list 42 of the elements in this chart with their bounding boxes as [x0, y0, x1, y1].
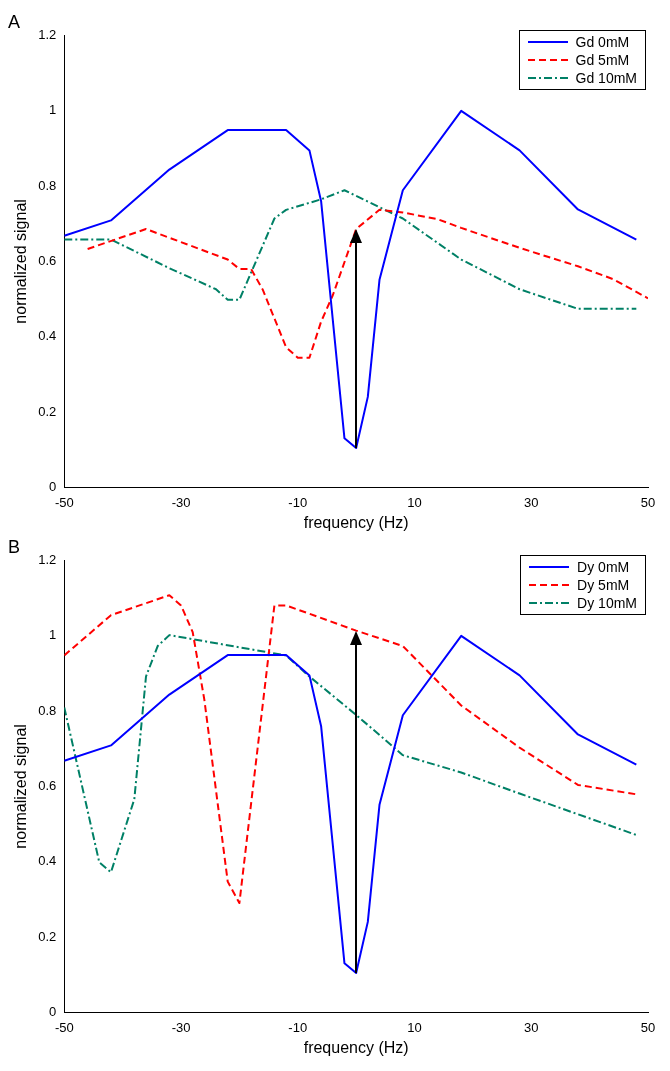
legend-label: Gd 0mM	[575, 32, 630, 51]
x-tick-label: 50	[640, 1019, 656, 1035]
y-tick-label: 0.8	[38, 702, 57, 718]
x-tick-label: 50	[640, 494, 656, 510]
legend-label: Dy 0mM	[577, 557, 630, 576]
legend-label: Dy 5mM	[577, 575, 630, 594]
line-series	[64, 189, 638, 310]
y-tick-label: 1	[49, 627, 57, 643]
line-series	[86, 208, 648, 359]
x-tick-label: -10	[288, 494, 308, 510]
chart-title: A	[8, 11, 21, 32]
x-tick-label: -50	[54, 494, 74, 510]
y-tick-label: 0.6	[38, 252, 57, 268]
y-tick-label: 0.4	[38, 853, 57, 869]
y-axis-title: normalized signal	[12, 199, 30, 324]
y-tick-label: 1.2	[38, 552, 57, 568]
x-axis-title: frequency (Hz)	[303, 513, 409, 531]
legend-label: Dy 10mM	[577, 593, 637, 612]
line-series	[64, 594, 638, 905]
y-tick-label: 0.8	[38, 177, 57, 193]
y-tick-label: 0.2	[38, 403, 57, 419]
y-tick-label: 1	[49, 102, 57, 118]
y-axis-title: normalized signal	[12, 724, 30, 849]
x-tick-label: 10	[407, 494, 422, 510]
x-axis-title: frequency (Hz)	[303, 1038, 409, 1056]
x-tick-label: -50	[54, 1019, 74, 1035]
x-tick-label: -30	[171, 1019, 191, 1035]
y-tick-label: 0.2	[38, 928, 57, 944]
y-tick-label: 0	[49, 478, 57, 494]
chart-title: B	[8, 536, 21, 557]
y-tick-label: 1.2	[38, 27, 57, 43]
y-tick-label: 0.4	[38, 328, 57, 344]
x-tick-label: 30	[524, 494, 539, 510]
x-tick-label: -30	[171, 494, 191, 510]
legend-label: Gd 5mM	[575, 50, 630, 69]
y-tick-label: 0.6	[38, 777, 57, 793]
line-series	[64, 634, 638, 874]
x-tick-label: 10	[407, 1019, 422, 1035]
legend-label: Gd 10mM	[575, 68, 637, 87]
x-tick-label: 30	[524, 1019, 539, 1035]
y-tick-label: 0	[49, 1003, 57, 1019]
x-tick-label: -10	[288, 1019, 308, 1035]
